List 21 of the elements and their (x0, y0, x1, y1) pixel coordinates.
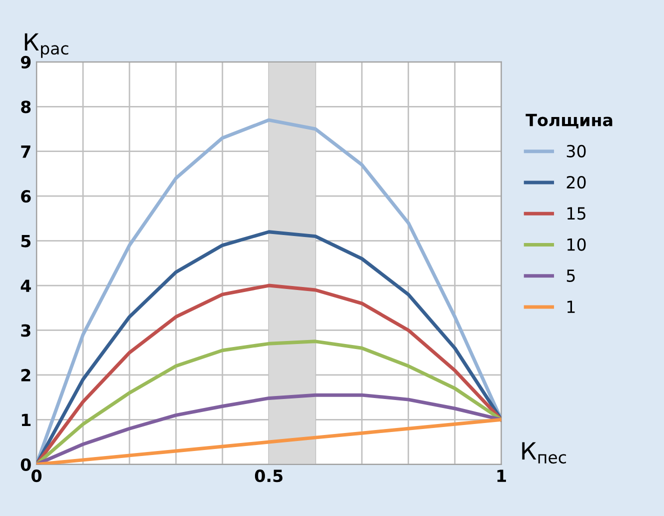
legend-title: Толщина (526, 114, 612, 128)
legend-label: 5 (566, 270, 575, 282)
legend-label: 20 (566, 176, 586, 189)
y-tick-label: 9 (20, 56, 31, 68)
y-tick-label: 6 (21, 190, 31, 203)
y-tick-label: 1 (22, 414, 31, 426)
x-tick-label: 1 (497, 470, 506, 482)
y-tick-label: 0 (20, 458, 31, 471)
y-tick-label: 3 (21, 324, 30, 337)
y-tick-label: 5 (21, 234, 30, 248)
y-tick-label: 8 (21, 100, 31, 114)
legend-label: 1 (567, 300, 575, 313)
x-tick-label: 0 (32, 470, 42, 482)
legend-label: 15 (567, 207, 586, 220)
y-tick-label: 7 (21, 146, 30, 158)
y-tick-label: 4 (20, 280, 31, 292)
x-tick-label: 0.5 (254, 470, 283, 482)
legend-label: 30 (566, 144, 586, 158)
x-axis-title: К$_{пес}$ (522, 442, 566, 464)
legend-label: 10 (567, 238, 586, 251)
y-tick-label: 2 (21, 368, 30, 382)
